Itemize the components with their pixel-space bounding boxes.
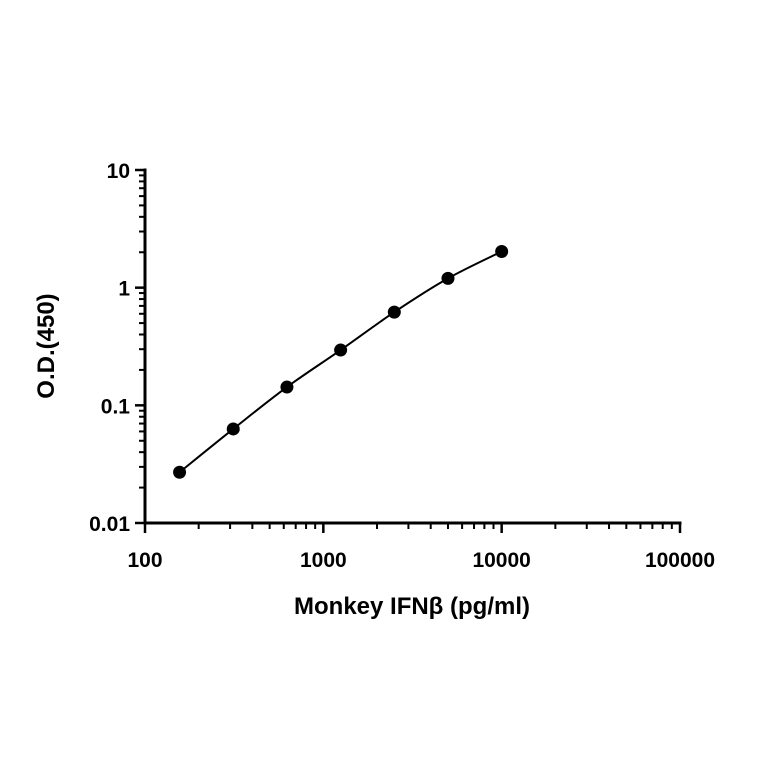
x-axis-title: Monkey IFNβ (pg/ml) [294, 593, 530, 620]
x-tick-label: 10000 [472, 549, 530, 572]
y-tick-label: 0.01 [89, 513, 130, 536]
y-tick-label: 1 [118, 278, 130, 301]
x-tick-label: 100 [127, 549, 162, 572]
x-tick-label: 1000 [300, 549, 347, 572]
data-point [387, 305, 401, 319]
data-point [495, 244, 509, 258]
series-line [178, 250, 503, 474]
data-point [441, 271, 455, 285]
data-point [280, 380, 294, 394]
y-axis-title: O.D.(450) [33, 293, 60, 398]
y-tick-label: 10 [107, 160, 130, 183]
data-point [334, 343, 348, 357]
y-tick-label: 0.1 [101, 395, 131, 418]
axes: 100 1000 10000 100000 0.01 0.1 1 10 [89, 160, 715, 572]
data-point [173, 465, 187, 479]
points-layer [173, 244, 509, 479]
data-point [226, 422, 240, 436]
curve-layer [178, 250, 503, 474]
x-tick-label: 100000 [645, 549, 715, 572]
